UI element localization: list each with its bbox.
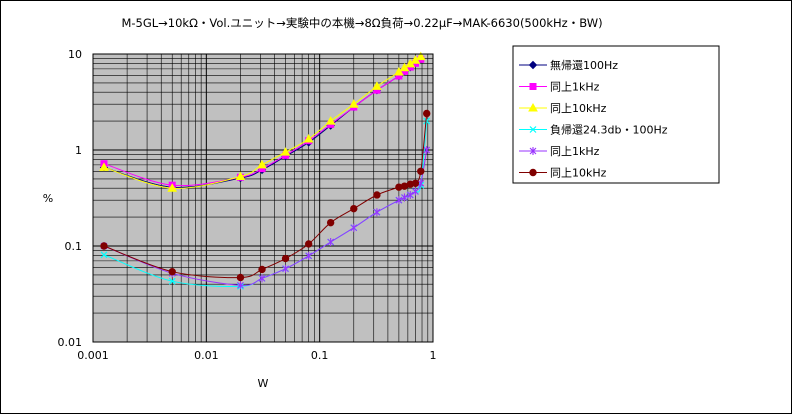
x-tick-label: 0.1: [311, 349, 329, 362]
data-point: [406, 190, 414, 199]
data-point: [395, 196, 403, 205]
data-point: [168, 267, 176, 276]
data-point: [100, 242, 108, 250]
data-point: [326, 218, 335, 227]
legend-item: 無帰還100Hz: [519, 58, 618, 72]
data-point: [373, 191, 381, 199]
legend-label: 同上1kHz: [550, 81, 600, 94]
legend-box: [512, 45, 720, 184]
chart-title: M-5GL→10kΩ・Vol.ユニット→実験中の本機→8Ω負荷→0.22μF→M…: [121, 16, 602, 30]
legend-label: 同上10kHz: [550, 102, 607, 115]
data-point: [412, 187, 419, 196]
data-point: [350, 204, 358, 213]
data-point: [168, 277, 176, 285]
legend-item: 同上10kHz: [519, 102, 607, 115]
legend-marker: [528, 60, 538, 70]
y-axis-label: %: [43, 192, 53, 205]
data-point: [305, 251, 313, 260]
legend-marker: [529, 168, 537, 177]
legend-item: 負帰還24.3db・100Hz: [519, 124, 668, 137]
legend-marker: [528, 102, 538, 112]
data-point: [100, 251, 108, 259]
y-tick-label: 0.01: [58, 336, 83, 349]
data-point: [373, 208, 381, 217]
data-point: [258, 274, 266, 283]
data-point: [423, 146, 431, 154]
data-point: [417, 167, 425, 175]
data-point: [237, 281, 244, 290]
data-point: [257, 159, 267, 169]
series-6: [100, 109, 431, 282]
data-point: [236, 273, 245, 282]
x-axis-label: W: [258, 377, 269, 390]
data-point: [415, 51, 426, 61]
data-point: [304, 240, 313, 248]
legend-item: 同上1kHz: [519, 145, 600, 158]
x-tick-label: 1: [430, 349, 437, 362]
data-point: [303, 134, 314, 143]
x-tick-labels: 0.001 0.01 0.1 1: [77, 349, 436, 362]
data-point: [167, 183, 178, 192]
legend-item: 同上10kHz: [519, 167, 607, 180]
data-point: [325, 116, 336, 125]
plot-area: [92, 53, 434, 343]
y-tick-label: 10: [68, 48, 82, 61]
series-layer: [99, 51, 431, 290]
grid-major: [93, 54, 433, 342]
data-point: [423, 117, 431, 125]
x-tick-label: 0.001: [77, 349, 109, 362]
legend-item: 同上1kHz: [519, 81, 600, 94]
data-point: [411, 179, 420, 187]
y-tick-label: 1: [75, 144, 82, 157]
data-point: [423, 109, 431, 118]
legend-label: 無帰還100Hz: [550, 58, 618, 72]
legend: 無帰還100Hz 同上1kHz 同上10kHz 負帰還24.3db・100Hz 同上1k…: [519, 58, 668, 180]
data-point: [327, 238, 335, 247]
legend-marker: [529, 126, 537, 133]
legend-marker: [529, 83, 537, 90]
legend-label: 同上1kHz: [550, 145, 600, 158]
data-point: [394, 66, 404, 76]
legend-label: 同上10kHz: [550, 167, 607, 180]
data-point: [417, 179, 425, 188]
data-point: [348, 99, 359, 108]
series-3: [99, 51, 426, 192]
data-point: [282, 264, 289, 273]
data-point: [280, 147, 291, 156]
data-point: [258, 265, 266, 274]
data-point: [401, 193, 408, 202]
plot-border: [92, 53, 434, 343]
data-point: [99, 162, 109, 171]
legend-marker: [529, 147, 537, 155]
y-tick-label: 0.1: [65, 240, 83, 253]
data-point: [281, 254, 290, 263]
y-tick-labels: 0.01 0.1 1 10: [58, 48, 83, 349]
data-point: [372, 81, 382, 90]
legend-label: 負帰還24.3db・100Hz: [550, 124, 668, 137]
x-tick-label: 0.01: [194, 349, 219, 362]
data-point: [350, 223, 358, 232]
grid-minor: [93, 54, 433, 342]
data-point: [235, 171, 246, 180]
